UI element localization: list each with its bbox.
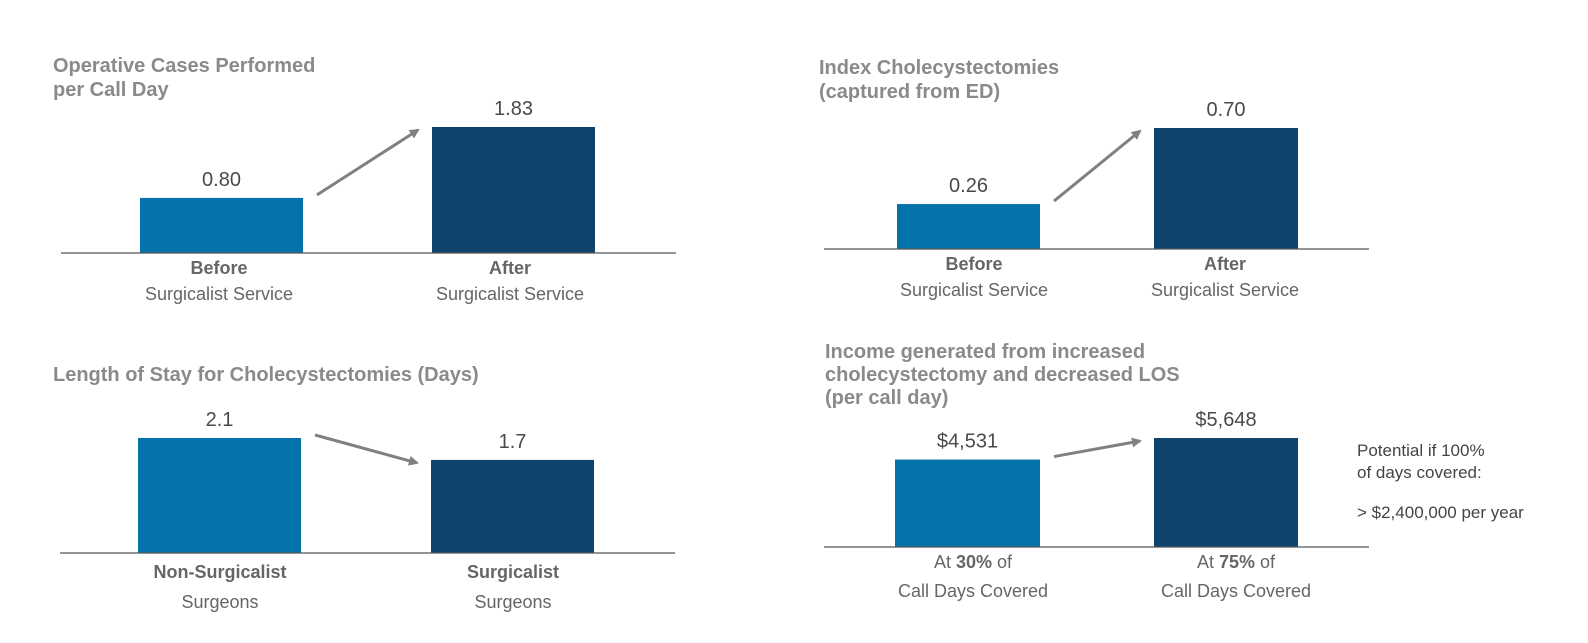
bar xyxy=(431,459,594,553)
category-sublabel: Call Days Covered xyxy=(1161,581,1311,601)
chart-panel-3: Length of Stay for Cholecystectomies (Da… xyxy=(53,364,675,612)
bar xyxy=(895,459,1040,547)
bar xyxy=(140,197,303,253)
data-label: 1.83 xyxy=(494,98,533,120)
chart-title: (captured from ED) xyxy=(819,81,1000,103)
data-label: $4,531 xyxy=(937,431,998,453)
chart-title: Income generated from increased xyxy=(825,341,1145,363)
bar xyxy=(1154,438,1298,547)
category-strong: After xyxy=(489,258,531,278)
category-strong: Surgicalist xyxy=(467,562,559,582)
category-strong: 30% xyxy=(956,552,992,572)
category-sublabel: Surgicalist Service xyxy=(900,280,1048,300)
bar xyxy=(138,438,301,553)
category-strong: Non-Surgicalist xyxy=(153,562,286,582)
chart-panel-4: Income generated from increasedcholecyst… xyxy=(824,341,1524,601)
bar xyxy=(432,127,595,253)
category-sublabel: Call Days Covered xyxy=(898,581,1048,601)
trend-arrow xyxy=(316,128,420,197)
category-label: Surgicalist xyxy=(467,562,559,582)
bar xyxy=(1154,128,1298,249)
category-suffix: of xyxy=(992,552,1013,572)
trend-arrow xyxy=(1053,129,1142,203)
category-sublabel: Surgeons xyxy=(474,592,551,612)
chart-panel-2: Index Cholecystectomies(captured from ED… xyxy=(819,57,1369,300)
category-suffix: of xyxy=(1255,552,1276,572)
chart-title: Operative Cases Performed xyxy=(53,55,315,77)
chart-title: Index Cholecystectomies xyxy=(819,57,1059,79)
trend-arrow xyxy=(314,433,419,466)
category-strong: 75% xyxy=(1219,552,1255,572)
data-label: 2.1 xyxy=(206,409,234,431)
category-strong: Before xyxy=(945,254,1002,274)
category-sublabel: Surgicalist Service xyxy=(436,284,584,304)
category-label: Before xyxy=(945,254,1002,274)
chart-title: (per call day) xyxy=(825,387,948,409)
category-strong: After xyxy=(1204,254,1246,274)
category-label: At 30% of xyxy=(934,552,1013,572)
chart-title: per Call Day xyxy=(53,79,169,101)
category-sublabel: Surgicalist Service xyxy=(1151,280,1299,300)
category-sublabel: Surgicalist Service xyxy=(145,284,293,304)
trend-arrow xyxy=(1053,437,1142,459)
bar xyxy=(897,204,1040,249)
data-label: $5,648 xyxy=(1195,409,1256,431)
category-label: Non-Surgicalist xyxy=(153,562,286,582)
data-label: 0.26 xyxy=(949,175,988,197)
category-prefix: At xyxy=(1197,552,1219,572)
category-label: After xyxy=(1204,254,1246,274)
chart-title: Length of Stay for Cholecystectomies (Da… xyxy=(53,364,479,386)
annotation-note: of days covered: xyxy=(1357,463,1482,482)
data-label: 0.80 xyxy=(202,169,241,191)
category-label: After xyxy=(489,258,531,278)
annotation-note: > $2,400,000 per year xyxy=(1357,503,1524,522)
category-label: At 75% of xyxy=(1197,552,1276,572)
category-prefix: At xyxy=(934,552,956,572)
data-label: 0.70 xyxy=(1207,99,1246,121)
category-label: Before xyxy=(190,258,247,278)
chart-title: cholecystectomy and decreased LOS xyxy=(825,364,1180,386)
category-strong: Before xyxy=(190,258,247,278)
annotation-note: Potential if 100% xyxy=(1357,441,1485,460)
category-sublabel: Surgeons xyxy=(181,592,258,612)
data-label: 1.7 xyxy=(499,431,527,453)
